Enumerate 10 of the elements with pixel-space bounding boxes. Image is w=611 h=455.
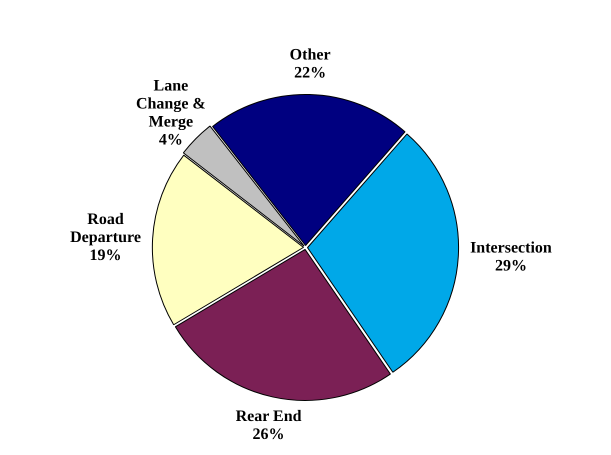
data-label: 4% <box>158 132 183 148</box>
data-label: 19% <box>90 246 122 264</box>
slice-label: Rear End <box>236 408 302 425</box>
slice-label: Lane Change & Merge <box>136 78 206 130</box>
slice-label: Intersection <box>470 239 552 256</box>
data-label: 22% <box>294 64 326 82</box>
slice-label: Road Departure <box>70 210 141 246</box>
data-label: 29% <box>494 257 527 274</box>
data-label: 26% <box>252 426 285 443</box>
slice-label: Other <box>290 46 331 64</box>
